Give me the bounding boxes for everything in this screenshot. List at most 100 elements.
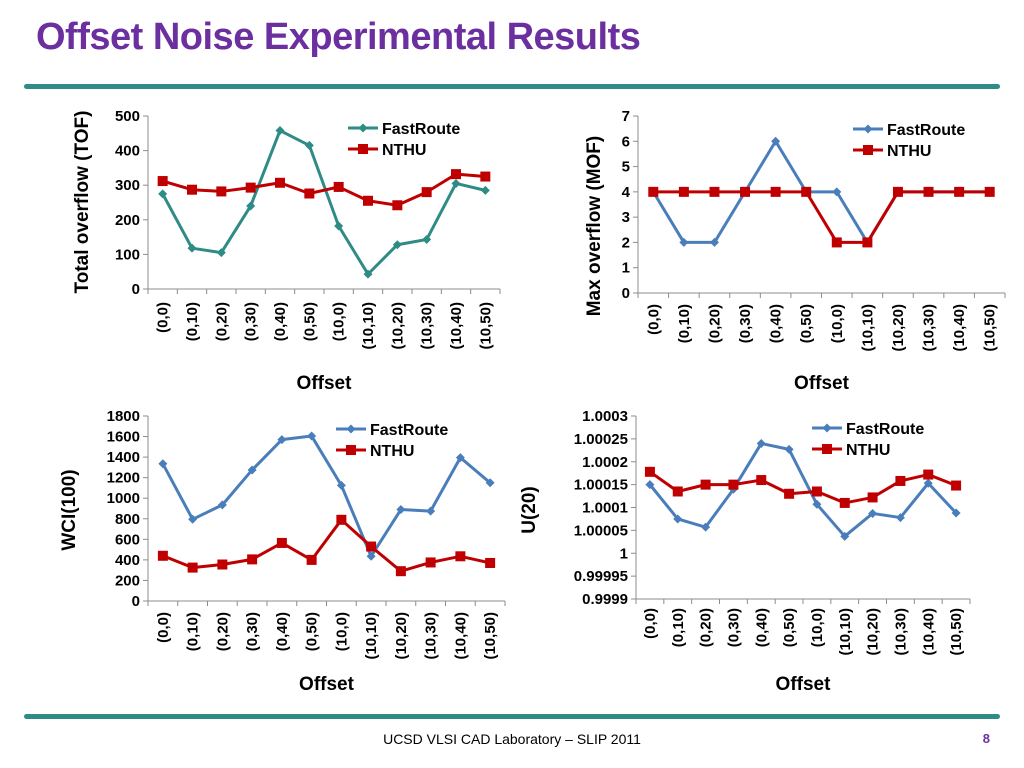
chart4-legend-label: FastRoute	[846, 421, 924, 438]
chart3-data-point-nthu	[187, 562, 198, 573]
chart1-x-axis-title: Offset	[297, 373, 353, 394]
chart1-x-tick-label: (10,40)	[448, 302, 465, 350]
chart3-data-point-nthu	[247, 554, 258, 565]
chart2-legend-swatch-marker	[863, 145, 873, 155]
chart2-legend-label: NTHU	[887, 143, 931, 160]
chart3-data-point-fastroute	[336, 480, 346, 490]
chart1-data-point-nthu	[451, 169, 461, 180]
chart4-x-tick-label: (10,50)	[948, 608, 965, 656]
chart2-data-point-nthu	[923, 186, 934, 197]
chart1-data-point-nthu	[157, 176, 168, 187]
chart1-data-point-fastroute	[451, 178, 461, 188]
chart1-data-point-fastroute	[246, 201, 256, 211]
chart1-y-axis-title: Total overflow (TOF)	[72, 111, 93, 294]
chart4-data-point-fastroute	[784, 444, 794, 454]
chart4-data-point-fastroute	[645, 480, 655, 490]
chart4-x-tick-label: (0,30)	[725, 608, 742, 647]
chart2-legend-swatch-marker	[863, 124, 873, 134]
chart2-x-tick-label: (0,10)	[676, 304, 693, 343]
chart2-data-point-nthu	[954, 186, 965, 197]
chart1-y-tick-label: 0	[132, 281, 140, 298]
chart4-data-point-fastroute	[840, 531, 850, 541]
chart2-y-tick-label: 1	[622, 260, 630, 277]
chart4-data-point-nthu	[951, 480, 962, 491]
chart2-data-point-nthu	[740, 186, 751, 197]
chart4-y-tick-label: 1.00015	[574, 477, 628, 494]
chart4-data-point-nthu	[923, 469, 934, 480]
chart3-y-tick-label: 600	[115, 531, 140, 548]
chart2-x-tick-label: (10,40)	[951, 304, 968, 352]
chart1-data-point-fastroute	[334, 221, 344, 231]
chart2-x-tick-label: (0,0)	[645, 304, 662, 335]
chart3-data-point-nthu	[395, 566, 406, 577]
chart3-data-point-fastroute	[485, 478, 495, 488]
chart3-series-line-fastroute	[161, 434, 492, 558]
chart1-x-tick-label: (10,0)	[331, 302, 348, 341]
chart3-x-tick-label: (10,50)	[482, 612, 499, 660]
chart3-data-point-fastroute	[247, 465, 257, 475]
chart3-data-point-nthu	[276, 537, 287, 548]
chart3-y-tick-label: 1200	[107, 470, 140, 487]
chart2-data-point-nthu	[678, 186, 689, 197]
chart1-data-point-fastroute	[216, 248, 226, 258]
chart2-y-tick-label: 2	[622, 234, 630, 251]
chart3-data-point-fastroute	[158, 459, 168, 469]
footer-text: UCSD VLSI CAD Laboratory – SLIP 2011	[383, 731, 641, 747]
chart1-data-point-fastroute	[392, 240, 402, 250]
chart3-data-point-nthu	[485, 557, 496, 568]
chart4-data-point-nthu	[811, 486, 822, 497]
chart3-y-tick-label: 400	[115, 552, 140, 569]
chart3-x-tick-label: (10,0)	[333, 612, 350, 651]
chart1-x-tick-label: (0,50)	[301, 302, 318, 341]
chart3-y-axis-title: WCI(100)	[59, 469, 80, 550]
chart4-legend-swatch-marker	[822, 423, 832, 433]
chart2-x-tick-label: (10,10)	[859, 304, 876, 352]
chart4-data-point-nthu	[784, 488, 795, 499]
chart2-y-tick-label: 7	[622, 108, 630, 125]
chart2-legend-label: FastRoute	[887, 122, 965, 139]
chart2-x-tick-label: (10,50)	[982, 304, 999, 352]
chart4-x-tick-label: (10,30)	[892, 608, 909, 656]
chart1-y-tick-label: 100	[115, 246, 140, 263]
chart1-data-point-nthu	[333, 181, 344, 192]
chart3-x-tick-label: (0,20)	[214, 612, 231, 651]
chart2-x-tick-label: (0,30)	[737, 304, 754, 343]
chart4-x-tick-label: (0,50)	[781, 608, 798, 647]
chart3-y-tick-label: 800	[115, 511, 140, 528]
chart2-data-point-nthu	[831, 237, 842, 248]
chart4-data-point-nthu	[756, 475, 767, 486]
chart4-data-point-nthu	[644, 466, 655, 477]
chart4-x-tick-label: (10,0)	[809, 608, 826, 647]
chart1-data-point-nthu	[216, 186, 227, 197]
chart4-data-point-fastroute	[673, 514, 683, 524]
chart3-y-tick-label: 0	[132, 593, 140, 610]
chart4-y-tick-label: 1.0003	[582, 408, 628, 425]
chart3-legend-swatch-marker	[346, 445, 356, 455]
chart1-data-point-fastroute	[187, 243, 197, 253]
chart3-data-point-nthu	[455, 551, 466, 562]
chart4-x-tick-label: (0,10)	[670, 608, 687, 647]
chart1-data-point-nthu	[275, 177, 285, 188]
chart1-x-tick-label: (10,10)	[360, 302, 377, 350]
chart4-data-point-nthu	[895, 475, 906, 486]
chart3-y-tick-label: 1000	[107, 490, 140, 507]
chart3-data-point-nthu	[336, 514, 347, 525]
chart2-x-tick-label: (10,0)	[829, 304, 846, 343]
chart4-data-point-nthu	[672, 486, 683, 497]
chart3-data-point-nthu	[306, 554, 317, 565]
chart2-y-tick-label: 0	[622, 285, 630, 302]
chart1-series-line-nthu	[162, 172, 486, 207]
chart4-y-tick-label: 1.0001	[582, 500, 628, 517]
chart3-x-tick-label: (0,40)	[274, 612, 291, 651]
chart4-y-axis-title: U(20)	[519, 486, 540, 534]
chart2-y-tick-label: 5	[622, 159, 630, 176]
chart1-x-tick-label: (0,40)	[272, 302, 289, 341]
chart4-series-line-fastroute	[648, 441, 958, 538]
chart3-data-point-nthu	[425, 557, 436, 568]
chart4-x-tick-label: (0,40)	[753, 608, 770, 647]
chart4-y-tick-label: 1.0002	[582, 454, 628, 471]
chart1-y-tick-label: 400	[115, 143, 140, 160]
chart3-x-axis-title: Offset	[299, 674, 355, 695]
chart4-data-point-fastroute	[756, 438, 766, 448]
chart4-x-tick-label: (10,20)	[865, 608, 882, 656]
